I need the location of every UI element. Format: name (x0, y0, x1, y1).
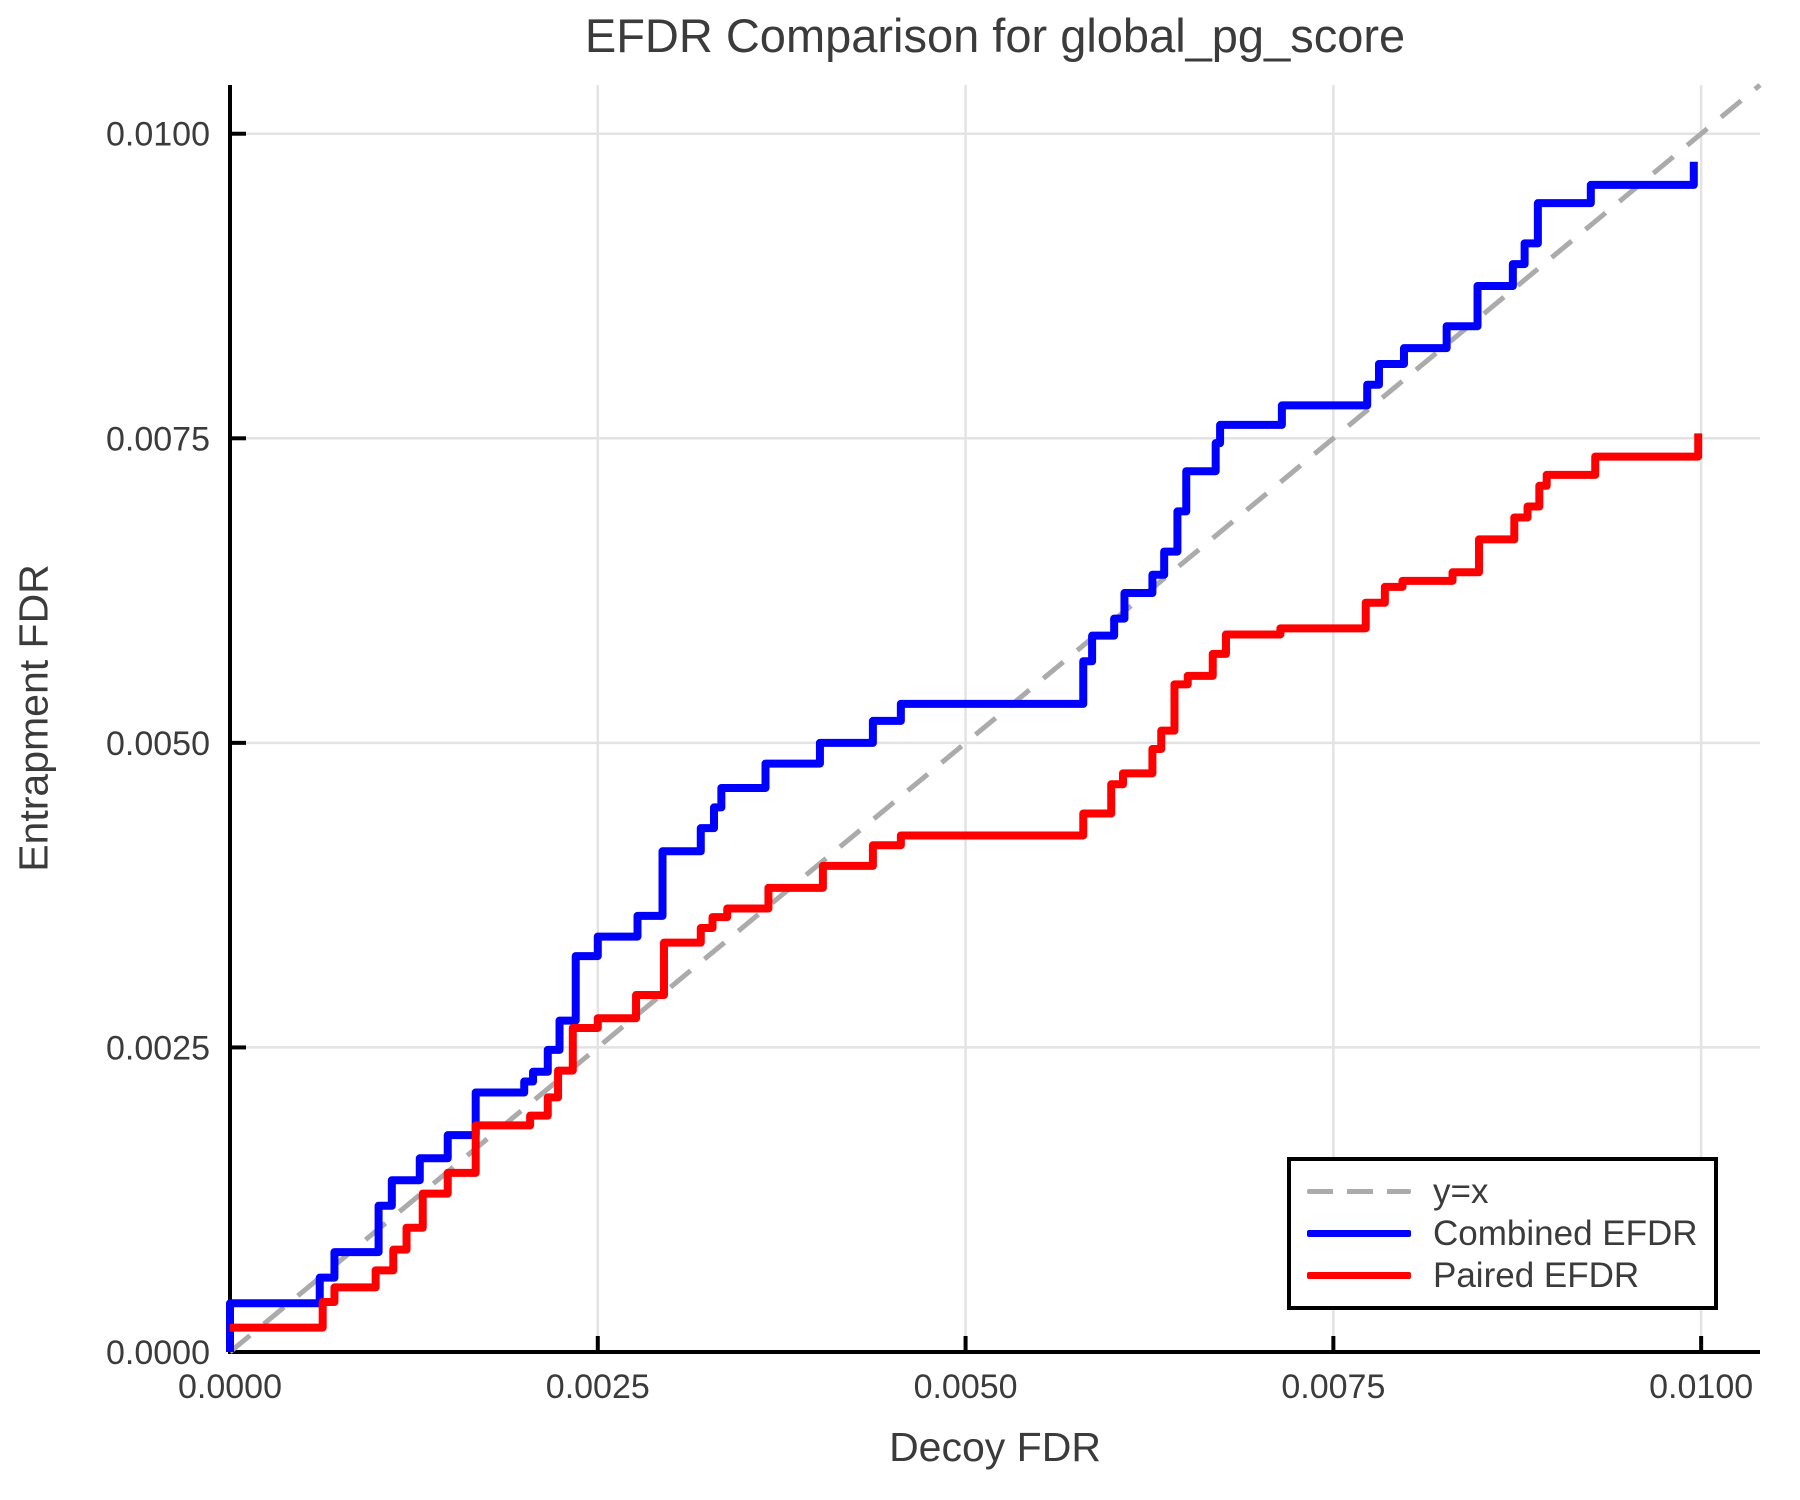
y-tick-label: 0.0050 (106, 725, 210, 763)
legend: y=x Combined EFDR Paired EFDR (1287, 1157, 1718, 1310)
legend-entry-combined: Combined EFDR (1307, 1216, 1714, 1251)
x-tick-label: 0.0100 (1649, 1368, 1753, 1406)
series-combined-efdr (226, 161, 1698, 1352)
y-tick-label: 0.0100 (106, 116, 210, 154)
y-tick-label: 0.0025 (106, 1029, 210, 1067)
x-axis-label: Decoy FDR (889, 1424, 1101, 1470)
legend-label-yx: y=x (1433, 1172, 1489, 1211)
x-tick-label: 0.0000 (178, 1368, 282, 1406)
series-y-x (228, 83, 1762, 1354)
legend-paired-line-swatch (1307, 1272, 1411, 1279)
legend-label-combined: Combined EFDR (1433, 1214, 1698, 1253)
x-tick-label: 0.0075 (1281, 1368, 1385, 1406)
x-tick-label: 0.0025 (546, 1368, 650, 1406)
legend-combined-line-swatch (1307, 1230, 1411, 1237)
legend-entry-paired: Paired EFDR (1307, 1258, 1714, 1293)
y-tick-label: 0.0075 (106, 420, 210, 458)
y-tick-label: 0.0000 (106, 1334, 210, 1372)
x-tick-label: 0.0050 (914, 1368, 1018, 1406)
series-paired-efdr (230, 433, 1703, 1332)
legend-label-paired: Paired EFDR (1433, 1256, 1640, 1295)
legend-entry-yx: y=x (1307, 1174, 1714, 1209)
y-axis-label: Entrapment FDR (10, 564, 57, 872)
chart-title: EFDR Comparison for global_pg_score (584, 9, 1406, 62)
legend-dashed-line-swatch (1307, 1189, 1411, 1194)
